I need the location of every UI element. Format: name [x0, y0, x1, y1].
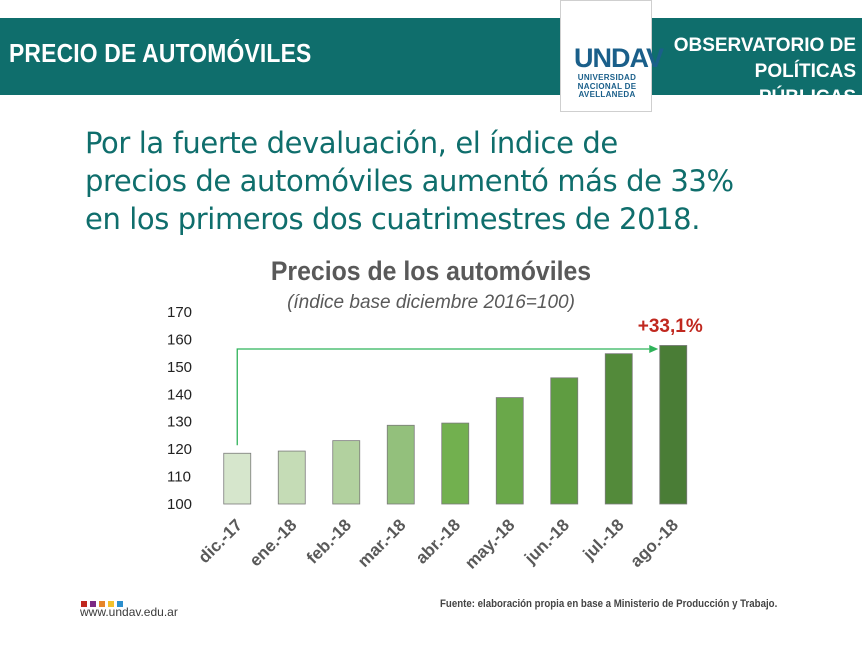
logo-mark: UNDAV — [574, 43, 664, 73]
x-tick-label: ene.-18 — [246, 515, 301, 570]
y-tick-label: 160 — [167, 331, 192, 348]
chart-title: Precios de los automóviles — [270, 256, 592, 286]
x-tick-label: jun.-18 — [520, 515, 573, 568]
y-tick-label: 140 — [167, 386, 192, 403]
growth-arrow-head — [649, 345, 659, 353]
logo-subtitle: UNIVERSIDAD NACIONAL DE AVELLANEDA — [567, 73, 647, 100]
y-tick-label: 120 — [167, 441, 192, 458]
bar — [332, 440, 361, 505]
headline-line1: Por la fuerte devaluación, el índice de — [85, 126, 618, 160]
x-tick-label: jul.-18 — [579, 515, 628, 564]
y-tick-label: 110 — [167, 469, 191, 486]
x-tick-label: may.-18 — [461, 515, 518, 572]
bar — [441, 422, 470, 505]
bar — [604, 353, 633, 505]
footer-source: Fuente: elaboración propia en base a Min… — [440, 598, 778, 610]
bar — [223, 452, 252, 505]
brand-dots — [81, 594, 126, 607]
y-tick-label: 170 — [167, 304, 192, 321]
header-bar — [0, 18, 862, 95]
brand-dot — [108, 601, 114, 607]
brand-dot — [90, 601, 96, 607]
x-tick-label: mar.-18 — [354, 515, 410, 571]
x-tick-label: ago.-18 — [627, 515, 683, 571]
growth-arrow-line — [236, 348, 650, 446]
brand-dot — [81, 601, 87, 607]
bar — [277, 450, 306, 505]
chart-subtitle: (índice base diciembre 2016=100) — [287, 292, 575, 313]
bar — [386, 424, 415, 505]
logo-sub-line3: AVELLANEDA — [578, 90, 636, 99]
headline-line3: en los primeros dos cuatrimestres de 201… — [85, 202, 701, 236]
y-tick-label: 150 — [167, 359, 192, 376]
x-tick-label: abr.-18 — [412, 515, 464, 567]
logo-sub-line1: UNIVERSIDAD — [577, 73, 637, 82]
brand-dot — [117, 601, 123, 607]
footer-url[interactable]: www.undav.edu.ar — [80, 605, 178, 619]
y-tick-label: 100 — [167, 496, 192, 513]
headline-line2: precios de automóviles aumentó más de 33… — [85, 164, 734, 198]
x-tick-label: feb.-18 — [303, 515, 355, 567]
page-title: PRECIO DE AUTOMÓVILES — [9, 38, 312, 68]
bar — [659, 345, 688, 505]
x-tick-label: dic.-17 — [195, 515, 247, 567]
observatorio-line1: OBSERVATORIO DE — [673, 35, 856, 56]
bar — [495, 397, 524, 505]
growth-annotation: +33,1% — [638, 316, 703, 337]
bar — [550, 377, 579, 505]
observatorio-label: OBSERVATORIO DE POLÍTICAS PÚBLICAS — [660, 33, 856, 111]
brand-dot — [99, 601, 105, 607]
logo-sub-line2: NACIONAL DE — [577, 81, 637, 91]
undav-logo: UNDAV UNIVERSIDAD NACIONAL DE AVELLANEDA — [560, 0, 664, 112]
observatorio-line2: POLÍTICAS PÚBLICAS — [754, 61, 856, 108]
y-tick-label: 130 — [167, 414, 192, 431]
headline: Por la fuerte devaluación, el índice de … — [85, 124, 825, 238]
